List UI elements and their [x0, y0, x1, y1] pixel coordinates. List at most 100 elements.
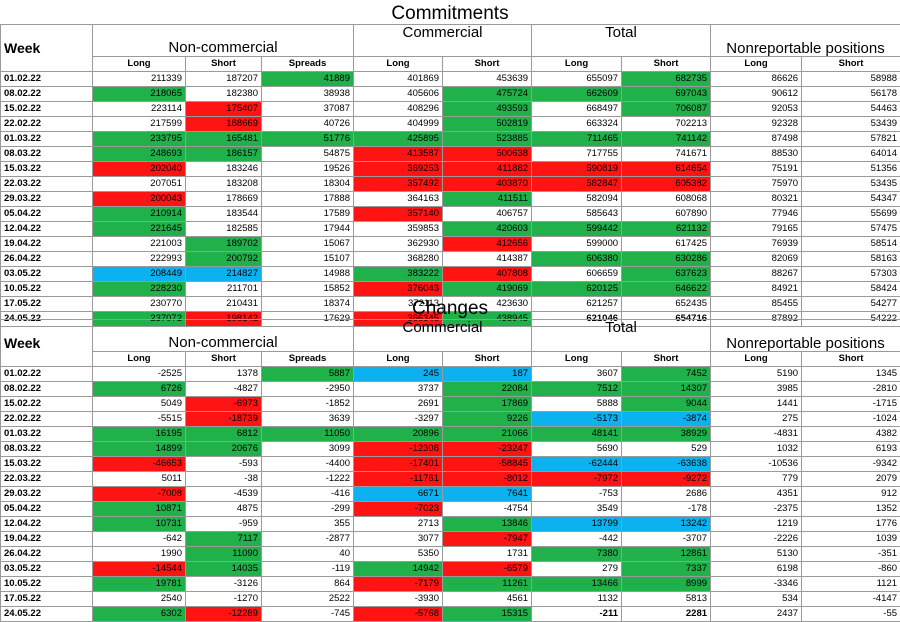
- value-cell: 779: [711, 472, 802, 487]
- value-cell: 3737: [354, 382, 443, 397]
- value-cell: 655097: [532, 72, 622, 87]
- value-cell: 175407: [186, 102, 262, 117]
- value-cell: 182380: [186, 87, 262, 102]
- value-cell: 84921: [711, 282, 802, 297]
- value-cell: 5888: [532, 397, 622, 412]
- value-cell: 183208: [186, 177, 262, 192]
- column-header-short: Short: [802, 57, 900, 72]
- value-cell: -416: [262, 487, 354, 502]
- value-cell: -55: [802, 607, 900, 622]
- value-cell: -63638: [622, 457, 711, 472]
- value-cell: 7641: [443, 487, 532, 502]
- value-cell: 210914: [93, 207, 186, 222]
- value-cell: 54347: [802, 192, 900, 207]
- value-cell: 5813: [622, 592, 711, 607]
- value-cell: 401869: [354, 72, 443, 87]
- value-cell: 912: [802, 487, 900, 502]
- value-cell: 54875: [262, 147, 354, 162]
- column-header-short: Short: [186, 57, 262, 72]
- value-cell: 405606: [354, 87, 443, 102]
- value-cell: -7008: [93, 487, 186, 502]
- week-cell: 24.05.22: [1, 607, 93, 622]
- week-header: Week: [1, 25, 93, 72]
- value-cell: 75191: [711, 162, 802, 177]
- value-cell: 5350: [354, 547, 443, 562]
- value-cell: 233795: [93, 132, 186, 147]
- value-cell: -5515: [93, 412, 186, 427]
- value-cell: 3639: [262, 412, 354, 427]
- week-cell: 22.03.22: [1, 472, 93, 487]
- value-cell: -7972: [532, 472, 622, 487]
- value-cell: 369253: [354, 162, 443, 177]
- value-cell: -4400: [262, 457, 354, 472]
- value-cell: 585643: [532, 207, 622, 222]
- value-cell: -9272: [622, 472, 711, 487]
- value-cell: 599000: [532, 237, 622, 252]
- value-cell: 7380: [532, 547, 622, 562]
- week-cell: 01.03.22: [1, 427, 93, 442]
- value-cell: 19781: [93, 577, 186, 592]
- value-cell: 90612: [711, 87, 802, 102]
- value-cell: 2437: [711, 607, 802, 622]
- week-cell: 10.05.22: [1, 577, 93, 592]
- value-cell: -5173: [532, 412, 622, 427]
- value-cell: 58163: [802, 252, 900, 267]
- week-cell: 15.02.22: [1, 102, 93, 117]
- value-cell: 221645: [93, 222, 186, 237]
- value-cell: -2525: [93, 367, 186, 382]
- value-cell: -3346: [711, 577, 802, 592]
- changes-title: Changes: [0, 298, 900, 320]
- value-cell: 1345: [802, 367, 900, 382]
- week-cell: 01.03.22: [1, 132, 93, 147]
- value-cell: 621132: [622, 222, 711, 237]
- value-cell: 7512: [532, 382, 622, 397]
- column-header-short: Short: [802, 352, 900, 367]
- value-cell: 599442: [532, 222, 622, 237]
- value-cell: 7337: [622, 562, 711, 577]
- value-cell: -11761: [354, 472, 443, 487]
- value-cell: 3077: [354, 532, 443, 547]
- value-cell: 214827: [186, 267, 262, 282]
- value-cell: 702213: [622, 117, 711, 132]
- value-cell: 14942: [354, 562, 443, 577]
- value-cell: 1039: [802, 532, 900, 547]
- column-header-long: Long: [711, 57, 802, 72]
- value-cell: -2810: [802, 382, 900, 397]
- value-cell: -7023: [354, 502, 443, 517]
- value-cell: 362930: [354, 237, 443, 252]
- week-cell: 01.02.22: [1, 367, 93, 382]
- value-cell: -3930: [354, 592, 443, 607]
- value-cell: 51356: [802, 162, 900, 177]
- value-cell: 223114: [93, 102, 186, 117]
- value-cell: -5768: [354, 607, 443, 622]
- value-cell: 1378: [186, 367, 262, 382]
- value-cell: -753: [532, 487, 622, 502]
- value-cell: 413587: [354, 147, 443, 162]
- value-cell: -10536: [711, 457, 802, 472]
- value-cell: 6726: [93, 382, 186, 397]
- week-cell: 15.03.22: [1, 162, 93, 177]
- value-cell: 617425: [622, 237, 711, 252]
- week-cell: 15.02.22: [1, 397, 93, 412]
- value-cell: 453639: [443, 72, 532, 87]
- value-cell: 189702: [186, 237, 262, 252]
- column-header-short: Short: [443, 352, 532, 367]
- value-cell: -299: [262, 502, 354, 517]
- value-cell: -1270: [186, 592, 262, 607]
- value-cell: 412656: [443, 237, 532, 252]
- value-cell: 248693: [93, 147, 186, 162]
- value-cell: 275: [711, 412, 802, 427]
- value-cell: 411511: [443, 192, 532, 207]
- value-cell: 80321: [711, 192, 802, 207]
- value-cell: 38929: [622, 427, 711, 442]
- value-cell: 208449: [93, 267, 186, 282]
- value-cell: 57303: [802, 267, 900, 282]
- value-cell: 6812: [186, 427, 262, 442]
